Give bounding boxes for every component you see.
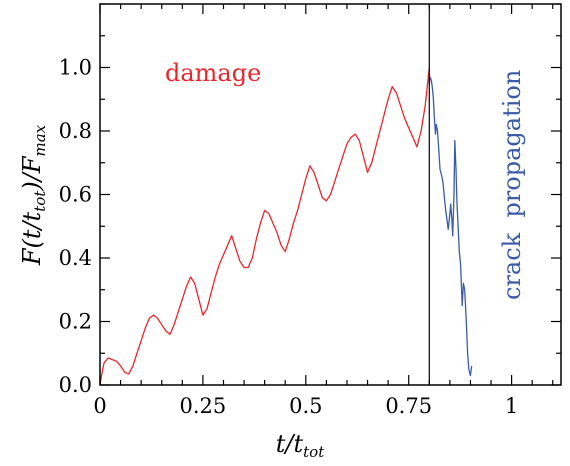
y-tick-label: 1.0 — [59, 56, 92, 80]
y-tick-label: 0.6 — [59, 183, 92, 207]
annotations: damage crack propagation — [165, 59, 526, 300]
series-line-2 — [428, 76, 473, 377]
annotation-damage: damage — [165, 59, 261, 87]
plot-area — [99, 4, 473, 386]
x-tick-label: 0 — [93, 394, 106, 418]
y-tick-label: 0.4 — [59, 246, 92, 270]
x-tick-label: 0.25 — [180, 394, 227, 418]
x-tick-label: 0.75 — [385, 394, 432, 418]
annotation-crack-propagation: crack propagation — [498, 70, 526, 300]
y-tick-label: 0.8 — [59, 119, 92, 143]
x-tick-label: 0.5 — [289, 394, 322, 418]
y-tick-label: 0.0 — [59, 373, 92, 397]
y-axis-title: F(t/ttot)/Fmax — [18, 124, 49, 266]
x-tick-label: 1 — [505, 394, 518, 418]
x-axis-title: t/ttot — [276, 430, 325, 461]
series-line-1 — [99, 67, 430, 386]
axes: 0 0.25 0.5 0.75 1 0.0 0.2 0.4 0.6 0.8 1.0 — [59, 3, 562, 418]
y-tick-label: 0.2 — [59, 310, 92, 334]
